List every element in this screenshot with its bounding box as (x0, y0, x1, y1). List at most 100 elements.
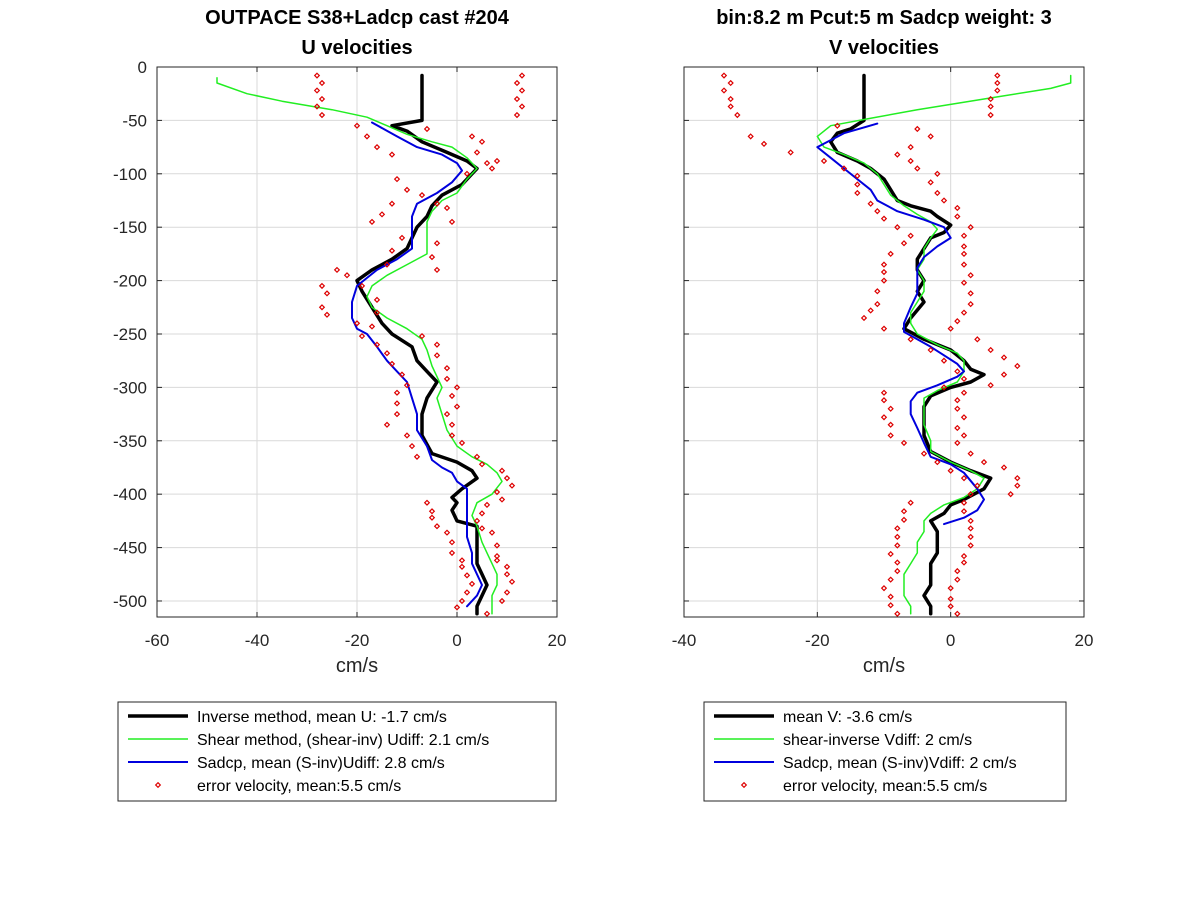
error-velocity-marker (907, 143, 914, 151)
error-velocity-marker (720, 72, 728, 79)
error-velocity-marker (1000, 464, 1008, 471)
error-velocity-marker (433, 352, 441, 359)
legend-entry-inverse-method: mean V: -3.6 cm/s (783, 709, 912, 726)
error-velocity-marker (887, 405, 894, 412)
error-velocity-marker (403, 186, 411, 193)
error-velocity-marker (907, 157, 914, 165)
y-tick-label: 0 (138, 58, 147, 77)
error-velocity-marker (498, 496, 506, 503)
y-tick-label: -350 (113, 432, 147, 451)
error-velocity-marker (974, 482, 981, 489)
error-velocity-marker (960, 499, 968, 506)
error-velocity-marker (987, 382, 994, 389)
error-velocity-marker (383, 350, 391, 357)
error-velocity-marker (428, 508, 436, 515)
error-velocity-marker (393, 410, 401, 418)
error-velocity-marker (960, 559, 968, 566)
error-velocity-marker (880, 325, 888, 332)
error-velocity-marker (954, 213, 961, 220)
error-velocity-marker (960, 279, 968, 286)
error-velocity-marker (967, 224, 974, 231)
error-velocity-marker (508, 482, 516, 489)
error-velocity-marker (313, 87, 321, 94)
error-velocity-marker (463, 572, 471, 579)
error-velocity-marker (894, 559, 901, 566)
error-velocity-marker (1014, 482, 1021, 489)
error-velocity-marker (947, 467, 954, 474)
error-velocity-marker (954, 397, 961, 404)
error-velocity-marker (453, 604, 461, 611)
error-velocity-marker (934, 170, 941, 177)
error-velocity-marker (967, 542, 974, 549)
error-velocity-marker (954, 576, 961, 583)
error-velocity-marker (318, 111, 326, 119)
x-tick-label: 20 (1075, 631, 1094, 650)
error-velocity-marker (954, 439, 961, 447)
error-velocity-marker (443, 410, 451, 418)
error-velocity-marker (433, 200, 441, 207)
error-velocity-marker (947, 603, 954, 610)
error-velocity-marker (960, 261, 968, 268)
y-tick-label: -50 (122, 111, 147, 130)
error-velocity-marker (887, 550, 894, 558)
error-velocity-marker (453, 403, 461, 410)
error-velocity-marker (318, 304, 326, 311)
error-velocity-marker (483, 501, 491, 509)
error-velocity-marker (493, 157, 501, 165)
error-velocity-marker (373, 341, 381, 348)
error-velocity-marker (867, 307, 874, 314)
error-velocity-marker (483, 610, 491, 617)
x-tick-label: -40 (672, 631, 697, 650)
error-velocity-marker (448, 392, 456, 400)
error-velocity-marker (840, 165, 848, 172)
error-velocity-marker (478, 525, 486, 532)
error-velocity-marker (498, 597, 506, 605)
error-velocity-marker (423, 499, 431, 506)
x-tick-label: -20 (805, 631, 830, 650)
error-velocity-marker (398, 371, 406, 378)
x-tick-label: -20 (345, 631, 370, 650)
error-velocity-marker (448, 421, 456, 428)
error-velocity-marker (894, 610, 901, 617)
error-velocity-marker (493, 542, 501, 549)
error-velocity-marker (974, 336, 981, 343)
error-velocity-marker (854, 189, 861, 197)
error-velocity-marker (960, 414, 968, 421)
legend-entry-error-velocity: error velocity, mean:5.5 cm/s (783, 778, 987, 795)
error-velocity-marker (900, 240, 908, 247)
y-tick-label: -300 (113, 378, 147, 397)
error-velocity-marker (493, 557, 501, 564)
error-velocity-marker (418, 332, 426, 340)
u-velocity-panel: OUTPACE S38+Ladcp cast #204 U velocities… (113, 7, 566, 802)
error-velocity-marker (493, 488, 501, 496)
error-velocity-marker (980, 458, 988, 466)
error-velocity-marker (513, 95, 521, 103)
error-velocity-marker (967, 450, 974, 457)
y-tick-label: -500 (113, 592, 147, 611)
error-velocity-marker (473, 453, 481, 460)
error-velocity-marker (947, 325, 954, 332)
error-velocity-marker (914, 165, 921, 172)
error-velocity-marker (393, 389, 401, 396)
error-velocity-marker (960, 250, 968, 258)
error-velocity-marker (383, 261, 391, 268)
error-velocity-marker (478, 138, 486, 145)
error-velocity-marker (967, 290, 974, 297)
error-velocity-marker (518, 87, 526, 94)
error-velocity-marker (1000, 354, 1008, 361)
error-velocity-marker (854, 181, 861, 188)
error-velocity-marker (900, 516, 908, 523)
error-velocity-marker (987, 95, 994, 103)
error-velocity-marker (433, 240, 441, 247)
error-velocity-marker (934, 189, 941, 197)
error-velocity-marker (967, 272, 974, 279)
error-velocity-marker (353, 320, 361, 327)
error-velocity-marker (313, 72, 321, 79)
error-velocity-marker (388, 200, 396, 207)
sadcp-line (816, 122, 985, 526)
error-velocity-marker (954, 368, 961, 375)
error-velocity-marker (1007, 491, 1014, 498)
error-velocity-marker (940, 197, 948, 204)
error-velocity-marker (880, 261, 888, 268)
error-velocity-marker (874, 300, 881, 308)
